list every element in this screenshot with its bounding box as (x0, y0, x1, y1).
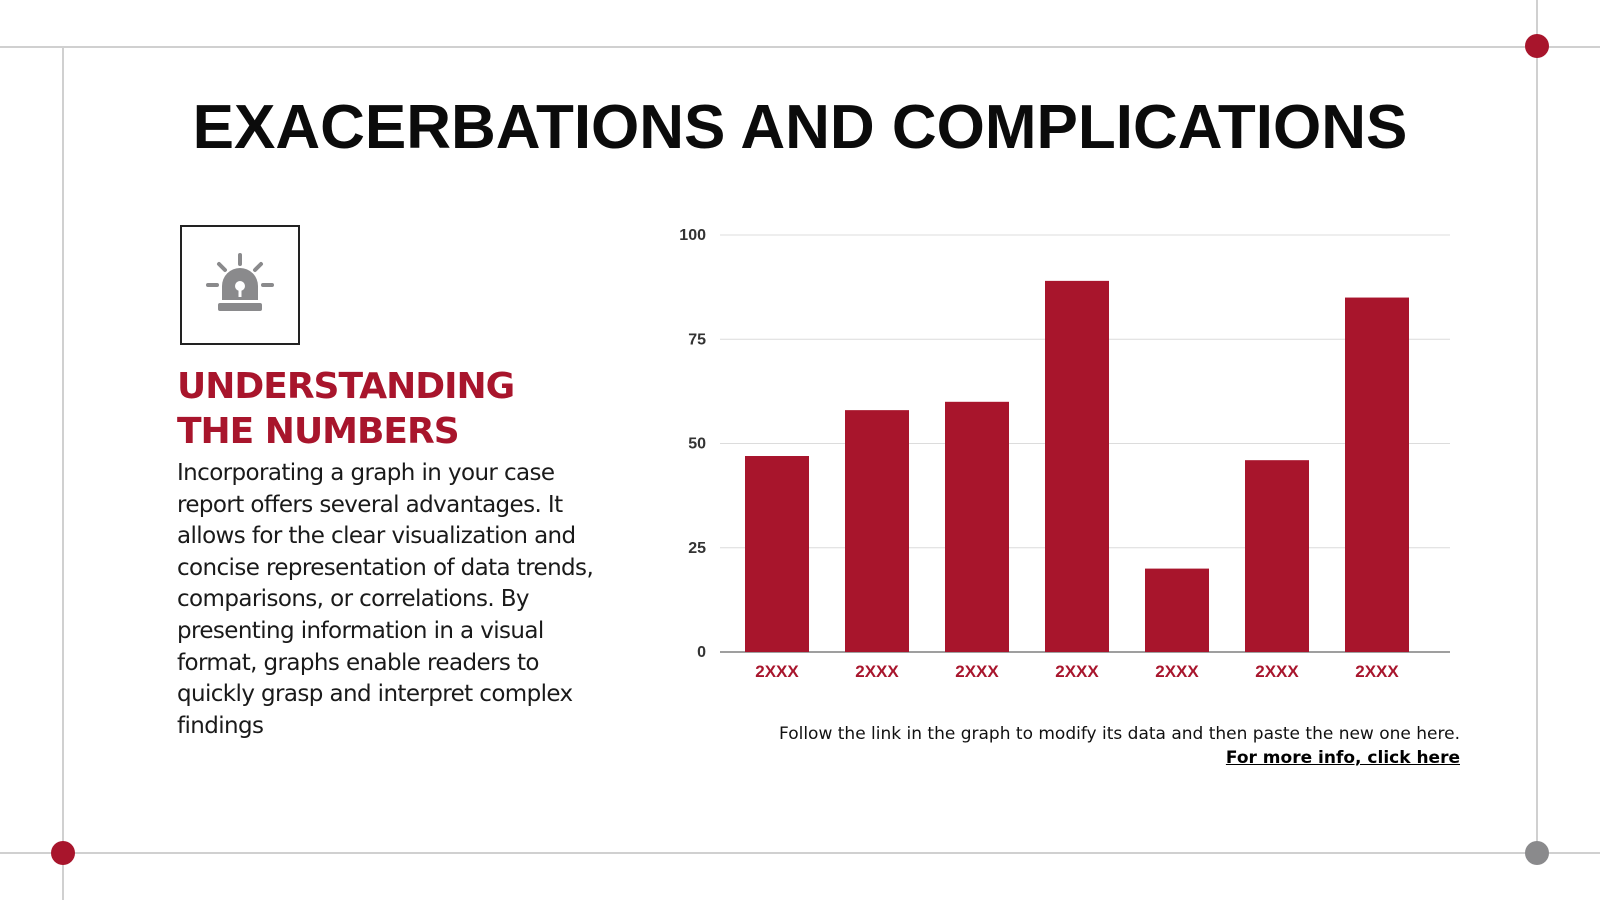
alarm-siren-icon (206, 253, 274, 311)
y-tick-label: 75 (688, 331, 706, 348)
section-heading-line2: THE NUMBERS (177, 411, 460, 452)
decor-dot-bottom-left (51, 841, 75, 865)
y-tick-label: 25 (688, 540, 706, 557)
x-tick-label: 2XXX (1155, 662, 1199, 681)
slide-title: EXACERBATIONS AND COMPLICATIONS (192, 93, 1408, 162)
x-tick-label: 2XXX (955, 662, 999, 681)
x-tick-label: 2XXX (1355, 662, 1399, 681)
x-tick-label: 2XXX (1055, 662, 1099, 681)
x-tick-label: 2XXX (855, 662, 899, 681)
bar (945, 401, 1009, 652)
more-info-link[interactable]: For more info, click here (1225, 748, 1460, 768)
section-heading-line1: UNDERSTANDING (177, 366, 515, 407)
footnote: Follow the link in the graph to modify i… (700, 722, 1460, 770)
x-tick-label: 2XXX (1255, 662, 1299, 681)
bar (845, 410, 909, 652)
bar (745, 456, 809, 652)
decor-dot-top-right (1525, 34, 1549, 58)
y-tick-label: 50 (688, 436, 706, 453)
frame-line-right (1536, 0, 1538, 854)
bar-chart: 0 25 50 75 100 2XXX 2XXX 2XXX 2XXX 2XXX 2XXX 2XXX (679, 227, 1450, 681)
icon-frame (180, 225, 300, 345)
footnote-instruction: Follow the link in the graph to modify i… (779, 724, 1460, 744)
frame-line-left (62, 46, 64, 900)
bar (1245, 460, 1309, 652)
decor-dot-bottom-right (1525, 841, 1549, 865)
section-heading: UNDERSTANDING THE NUMBERS (177, 364, 607, 454)
bar (1145, 568, 1209, 652)
y-tick-label: 100 (679, 227, 706, 244)
x-tick-label: 2XXX (755, 662, 799, 681)
bar (1345, 297, 1409, 652)
bar (1045, 280, 1109, 652)
section-body-text: Incorporating a graph in your case repor… (177, 460, 594, 739)
frame-line-bottom (0, 852, 1600, 854)
y-tick-label: 0 (697, 644, 706, 661)
frame-line-top (0, 46, 1600, 48)
